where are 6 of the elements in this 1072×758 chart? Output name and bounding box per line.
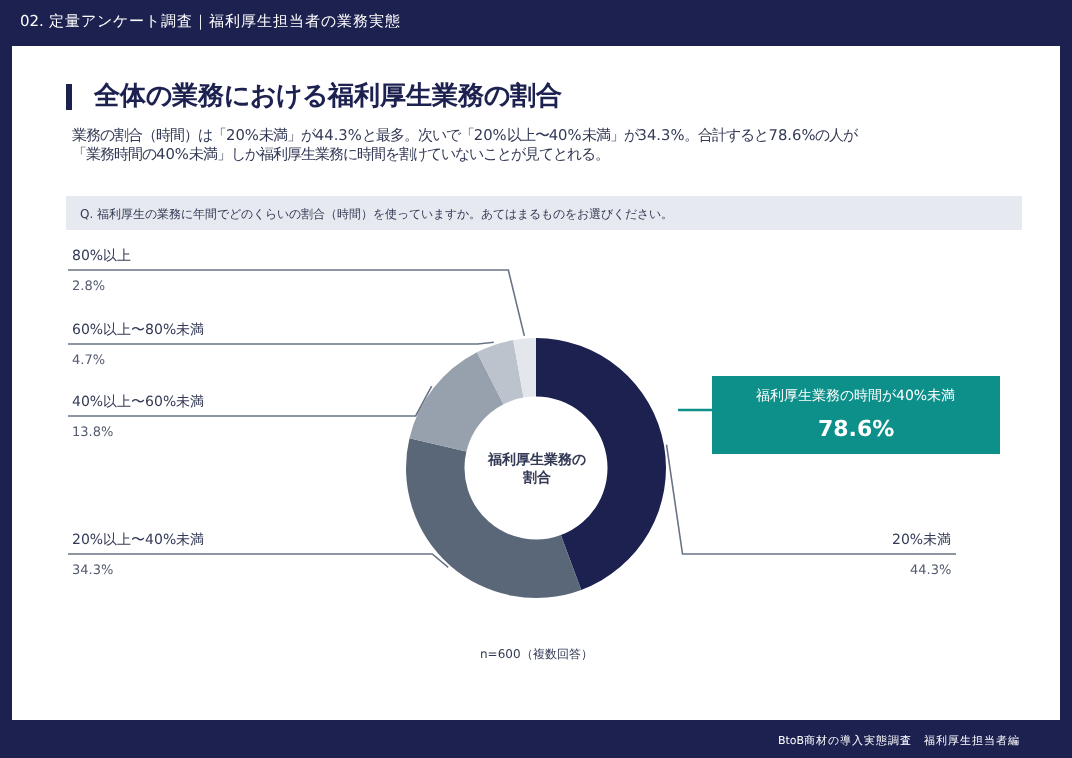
donut-slice [513,338,536,398]
donut-slice [409,352,504,452]
donut-slice [406,438,582,598]
chart-title: 全体の業務における福利厚生業務の割合 [92,80,562,112]
text: 78.6% [818,416,895,442]
donut-slice [476,340,524,405]
